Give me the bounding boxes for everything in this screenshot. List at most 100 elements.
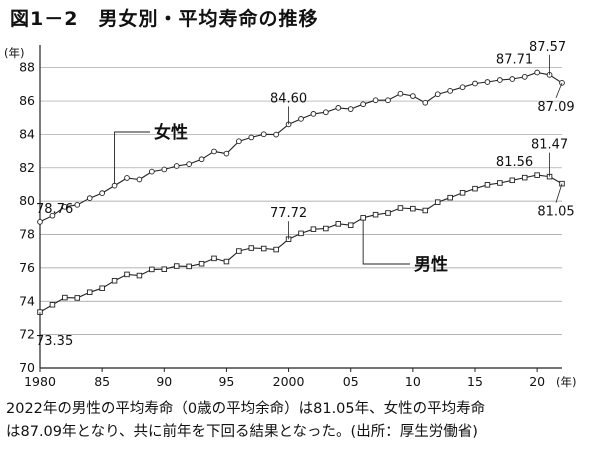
series-name-leader [114,131,150,184]
data-point [385,210,391,216]
data-point [236,248,242,254]
y-tick-label: 74 [19,293,35,308]
data-point [534,172,540,178]
data-point [173,263,180,269]
data-point [111,277,118,284]
caption-line-2: は87.09年となり、共に前年を下回る結果となった。(出所：厚生労働省) [6,424,478,440]
data-point [347,106,354,112]
data-point [136,176,143,183]
data-point [62,294,68,301]
data-point [323,225,329,232]
y-tick-label: 80 [19,193,35,208]
data-point [534,69,540,76]
data-point [372,211,379,218]
data-point [447,194,453,201]
data-point [186,263,192,270]
data-point [472,80,478,87]
data-point [198,156,205,163]
caption-line-1: 2022年の男性の平均寿命（0歳の平均余命）は81.05年、女性の平均寿命 [6,401,486,417]
data-point [149,168,155,175]
y-tick-label: 82 [19,160,35,175]
data-point [298,116,304,122]
series-name-leader [362,219,410,265]
data-point [434,199,441,205]
data-label: 84.60 [270,91,307,106]
data-point [335,221,342,227]
data-label: 81.56 [496,155,533,170]
data-point [298,230,304,237]
data-point [223,258,230,265]
x-axis-unit: (年) [556,375,576,389]
data-point [124,271,130,278]
figure-title: 図1－2 男女別・平均寿命の推移 [10,8,319,30]
data-point [161,266,168,272]
x-tick-label: 95 [218,374,234,389]
data-point [211,148,217,155]
data-point [211,255,217,262]
data-point [260,131,267,138]
data-label: 87.57 [529,40,566,55]
series-name-male: 男性 [414,254,448,275]
data-point [99,285,105,291]
data-point [49,302,56,308]
y-tick-label: 78 [19,227,35,242]
series-line [39,174,563,313]
data-point [521,174,528,181]
x-tick-label: 90 [156,374,172,389]
y-tick-label: 88 [19,60,35,75]
data-label: 81.05 [537,205,574,220]
data-point [434,91,441,98]
data-point [74,201,81,208]
data-point [223,150,230,157]
y-tick-label: 76 [19,260,35,275]
data-label: 87.71 [496,53,533,68]
data-point [397,205,404,211]
x-tick-label: 85 [94,374,110,389]
data-point [410,93,416,99]
data-point [310,111,317,117]
data-point [149,266,155,273]
data-point [186,161,192,167]
data-point [335,105,342,111]
data-point [360,101,366,108]
data-point [37,218,43,225]
label-leader [555,183,563,203]
x-axis-tick-labels: 1980 85 90 95 2000 05 10 15 20 [24,368,545,389]
x-tick-label: 10 [405,374,421,389]
x-tick-label: 20 [529,374,545,389]
data-point [509,177,516,184]
data-label: 78.76 [36,202,73,217]
series-male [37,172,565,315]
data-label: 81.47 [531,138,568,153]
y-axis-tick-labels: 70 72 74 76 78 80 82 84 86 88 [19,60,35,375]
data-point [521,74,528,80]
x-tick-label: 1980 [24,374,56,389]
y-tick-label: 86 [19,93,35,108]
data-point [509,76,516,82]
data-point [459,84,466,91]
data-point [248,134,255,141]
data-point [111,182,118,189]
y-tick-label: 72 [19,327,35,342]
series-name-female: 女性 [154,122,188,143]
data-point [124,175,130,181]
data-point [360,215,366,221]
data-point [372,97,379,104]
data-point [397,90,404,97]
data-point [161,166,168,173]
data-point [236,138,242,145]
data-label: 87.09 [537,100,574,115]
data-point [49,212,56,219]
data-point [484,79,491,85]
data-point [86,289,93,296]
data-label: 77.72 [270,206,307,221]
data-point [273,246,279,253]
data-point [248,245,255,251]
data-point [472,185,478,192]
y-tick-label: 70 [19,360,35,375]
data-label: 73.35 [36,334,73,349]
data-point [273,131,279,138]
data-point [323,109,329,116]
data-point [484,182,491,188]
